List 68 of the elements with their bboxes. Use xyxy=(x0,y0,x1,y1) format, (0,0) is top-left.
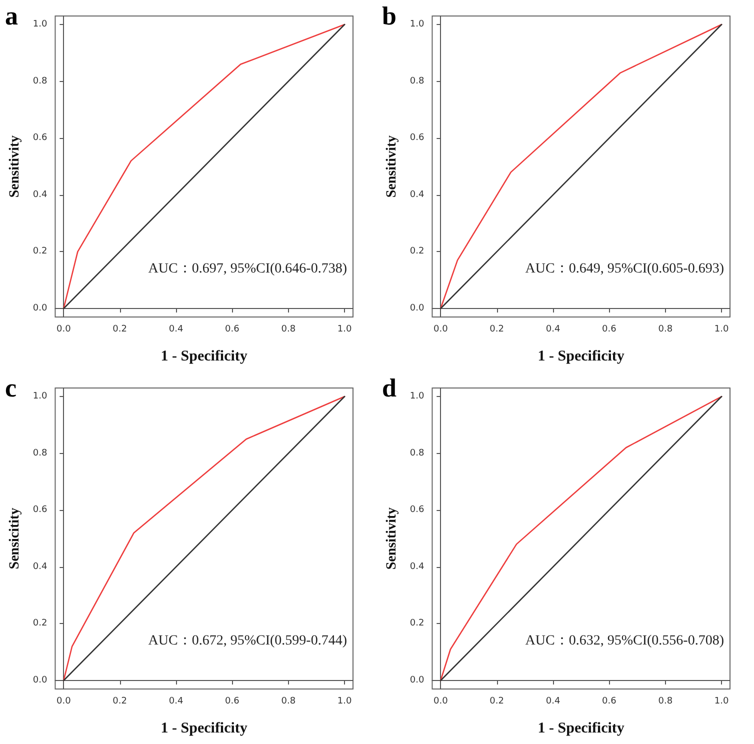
x-tick-label: 0.6 xyxy=(225,696,240,706)
y-tick-label: 0.0 xyxy=(32,303,48,314)
x-tick-label: 0.2 xyxy=(490,324,504,334)
y-tick-label: 0.2 xyxy=(32,618,48,629)
x-tick-label: 0.6 xyxy=(602,324,617,334)
x-tick-label: 0.0 xyxy=(433,324,448,334)
x-tick-label: 0.0 xyxy=(56,324,72,334)
x-tick-label: 0.8 xyxy=(281,696,296,706)
x-axis-title: 1 - Specificity xyxy=(538,720,625,736)
x-tick-label: 0.2 xyxy=(112,324,127,334)
y-tick-label: 0.0 xyxy=(32,675,48,686)
x-tick-label: 0.6 xyxy=(602,696,617,706)
y-tick-label: 0.6 xyxy=(32,505,48,516)
x-axis-title: 1 - Specificity xyxy=(538,348,625,364)
line-series xyxy=(440,396,722,682)
x-tick-label: 1.0 xyxy=(337,324,352,334)
x-tick-label: 0.4 xyxy=(546,324,560,334)
x-tick-label: 0.2 xyxy=(490,696,504,706)
y-tick-label: 0.2 xyxy=(410,618,424,629)
y-tick-label: 0.8 xyxy=(32,448,48,458)
annotation: AUC：0.672, 95%CI(0.599-0.744) xyxy=(148,634,348,648)
y-tick-label: 0.4 xyxy=(410,562,424,572)
x-tick-label: 1.0 xyxy=(714,324,729,334)
chart-title: b xyxy=(382,2,396,30)
chart-title: a xyxy=(5,2,18,30)
y-tick-label: 0.0 xyxy=(410,303,424,314)
x-tick-label: 0.6 xyxy=(225,324,240,334)
y-tick-label: 1.0 xyxy=(32,20,48,30)
annotation: AUC：0.697, 95%CI(0.646-0.738) xyxy=(148,262,348,276)
x-tick-label: 0.8 xyxy=(658,324,673,334)
y-tick-label: 0.4 xyxy=(32,562,48,572)
y-tick-label: 0.8 xyxy=(410,448,424,458)
y-tick-label: 0.4 xyxy=(32,190,48,200)
y-tick-label: 0.6 xyxy=(410,505,424,516)
x-tick-label: 0.8 xyxy=(658,696,673,706)
line-series xyxy=(440,24,722,310)
y-tick-label: 0.2 xyxy=(32,246,48,257)
x-tick-label: 0.4 xyxy=(168,324,184,334)
x-tick-label: 0.4 xyxy=(168,696,184,706)
y-tick-label: 0.0 xyxy=(410,675,424,686)
y-axis-title: Sensitivity xyxy=(384,135,400,198)
x-tick-label: 0.2 xyxy=(112,696,127,706)
y-tick-label: 1.0 xyxy=(410,20,424,30)
y-axis-title: Sensitivity xyxy=(8,135,22,198)
y-tick-label: 1.0 xyxy=(410,392,424,402)
y-axis-title: Sensicitity xyxy=(8,508,22,570)
y-tick-label: 0.6 xyxy=(410,133,424,144)
y-tick-label: 0.4 xyxy=(410,190,424,200)
x-tick-label: 0.4 xyxy=(546,696,560,706)
y-axis-title: Sensitivity xyxy=(384,507,400,570)
y-tick-label: 0.8 xyxy=(32,76,48,86)
x-tick-label: 0.0 xyxy=(56,696,72,706)
line-series xyxy=(62,24,346,310)
x-tick-label: 0.0 xyxy=(433,696,448,706)
annotation: AUC：0.632, 95%CI(0.556-0.708) xyxy=(525,634,724,648)
chart-title: c xyxy=(5,374,17,402)
x-axis-title: 1 - Specificity xyxy=(160,720,248,736)
annotation: AUC：0.649, 95%CI(0.605-0.693) xyxy=(525,262,724,276)
x-tick-label: 1.0 xyxy=(714,696,729,706)
x-tick-label: 1.0 xyxy=(337,696,352,706)
y-tick-label: 0.8 xyxy=(410,76,424,86)
y-tick-label: 1.0 xyxy=(32,392,48,402)
chart-title: d xyxy=(382,374,397,402)
x-tick-label: 0.8 xyxy=(281,324,296,334)
y-tick-label: 0.6 xyxy=(32,133,48,144)
y-tick-label: 0.2 xyxy=(410,246,424,257)
x-axis-title: 1 - Specificity xyxy=(160,348,248,364)
line-series xyxy=(62,396,346,682)
